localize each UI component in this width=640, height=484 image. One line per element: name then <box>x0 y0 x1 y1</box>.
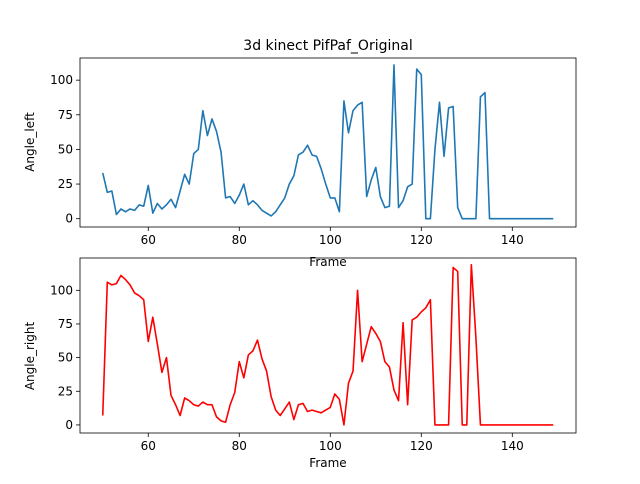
x-tick-label-top: 60 <box>141 233 156 247</box>
y-tick-label-bottom: 25 <box>58 384 73 398</box>
chart-title: 3d kinect PifPaf_Original <box>243 38 412 54</box>
y-tick-label-top: 0 <box>65 212 73 226</box>
y-axis-label-top: Angle_left <box>23 112 37 172</box>
y-tick-label-bottom: 100 <box>50 283 73 297</box>
x-axis-label-bottom: Frame <box>309 456 346 470</box>
x-tick-label-bottom: 80 <box>232 439 247 453</box>
series-line-top <box>101 64 554 220</box>
top-subplot: 3d kinect PifPaf_Original Frame Angle_le… <box>23 38 577 269</box>
y-tick-label-top: 100 <box>50 73 73 87</box>
x-tick-label-bottom: 60 <box>141 439 156 453</box>
y-tick-label-bottom: 0 <box>65 418 73 432</box>
x-tick-label-bottom: 120 <box>410 439 433 453</box>
x-axis-label-top: Frame <box>309 255 346 269</box>
series-line-bottom <box>101 263 554 426</box>
y-tick-label-top: 75 <box>58 108 73 122</box>
y-tick-label-bottom: 50 <box>58 351 73 365</box>
bottom-subplot: Frame Angle_right 60 80 100 120 140 0 25 50 75 10… <box>23 257 577 470</box>
x-tick-label-top: 80 <box>232 233 247 247</box>
x-tick-label-top: 120 <box>410 233 433 247</box>
x-tick-label-top: 100 <box>319 233 342 247</box>
plot-frame-top <box>79 57 577 228</box>
y-tick-label-top: 25 <box>58 177 73 191</box>
y-tick-label-bottom: 75 <box>58 317 73 331</box>
y-axis-label-bottom: Angle_right <box>23 322 37 391</box>
plot-frame-bottom <box>79 257 577 434</box>
x-tick-label-top: 140 <box>501 233 524 247</box>
x-tick-label-bottom: 140 <box>501 439 524 453</box>
x-tick-label-bottom: 100 <box>319 439 342 453</box>
y-tick-label-top: 50 <box>58 142 73 156</box>
